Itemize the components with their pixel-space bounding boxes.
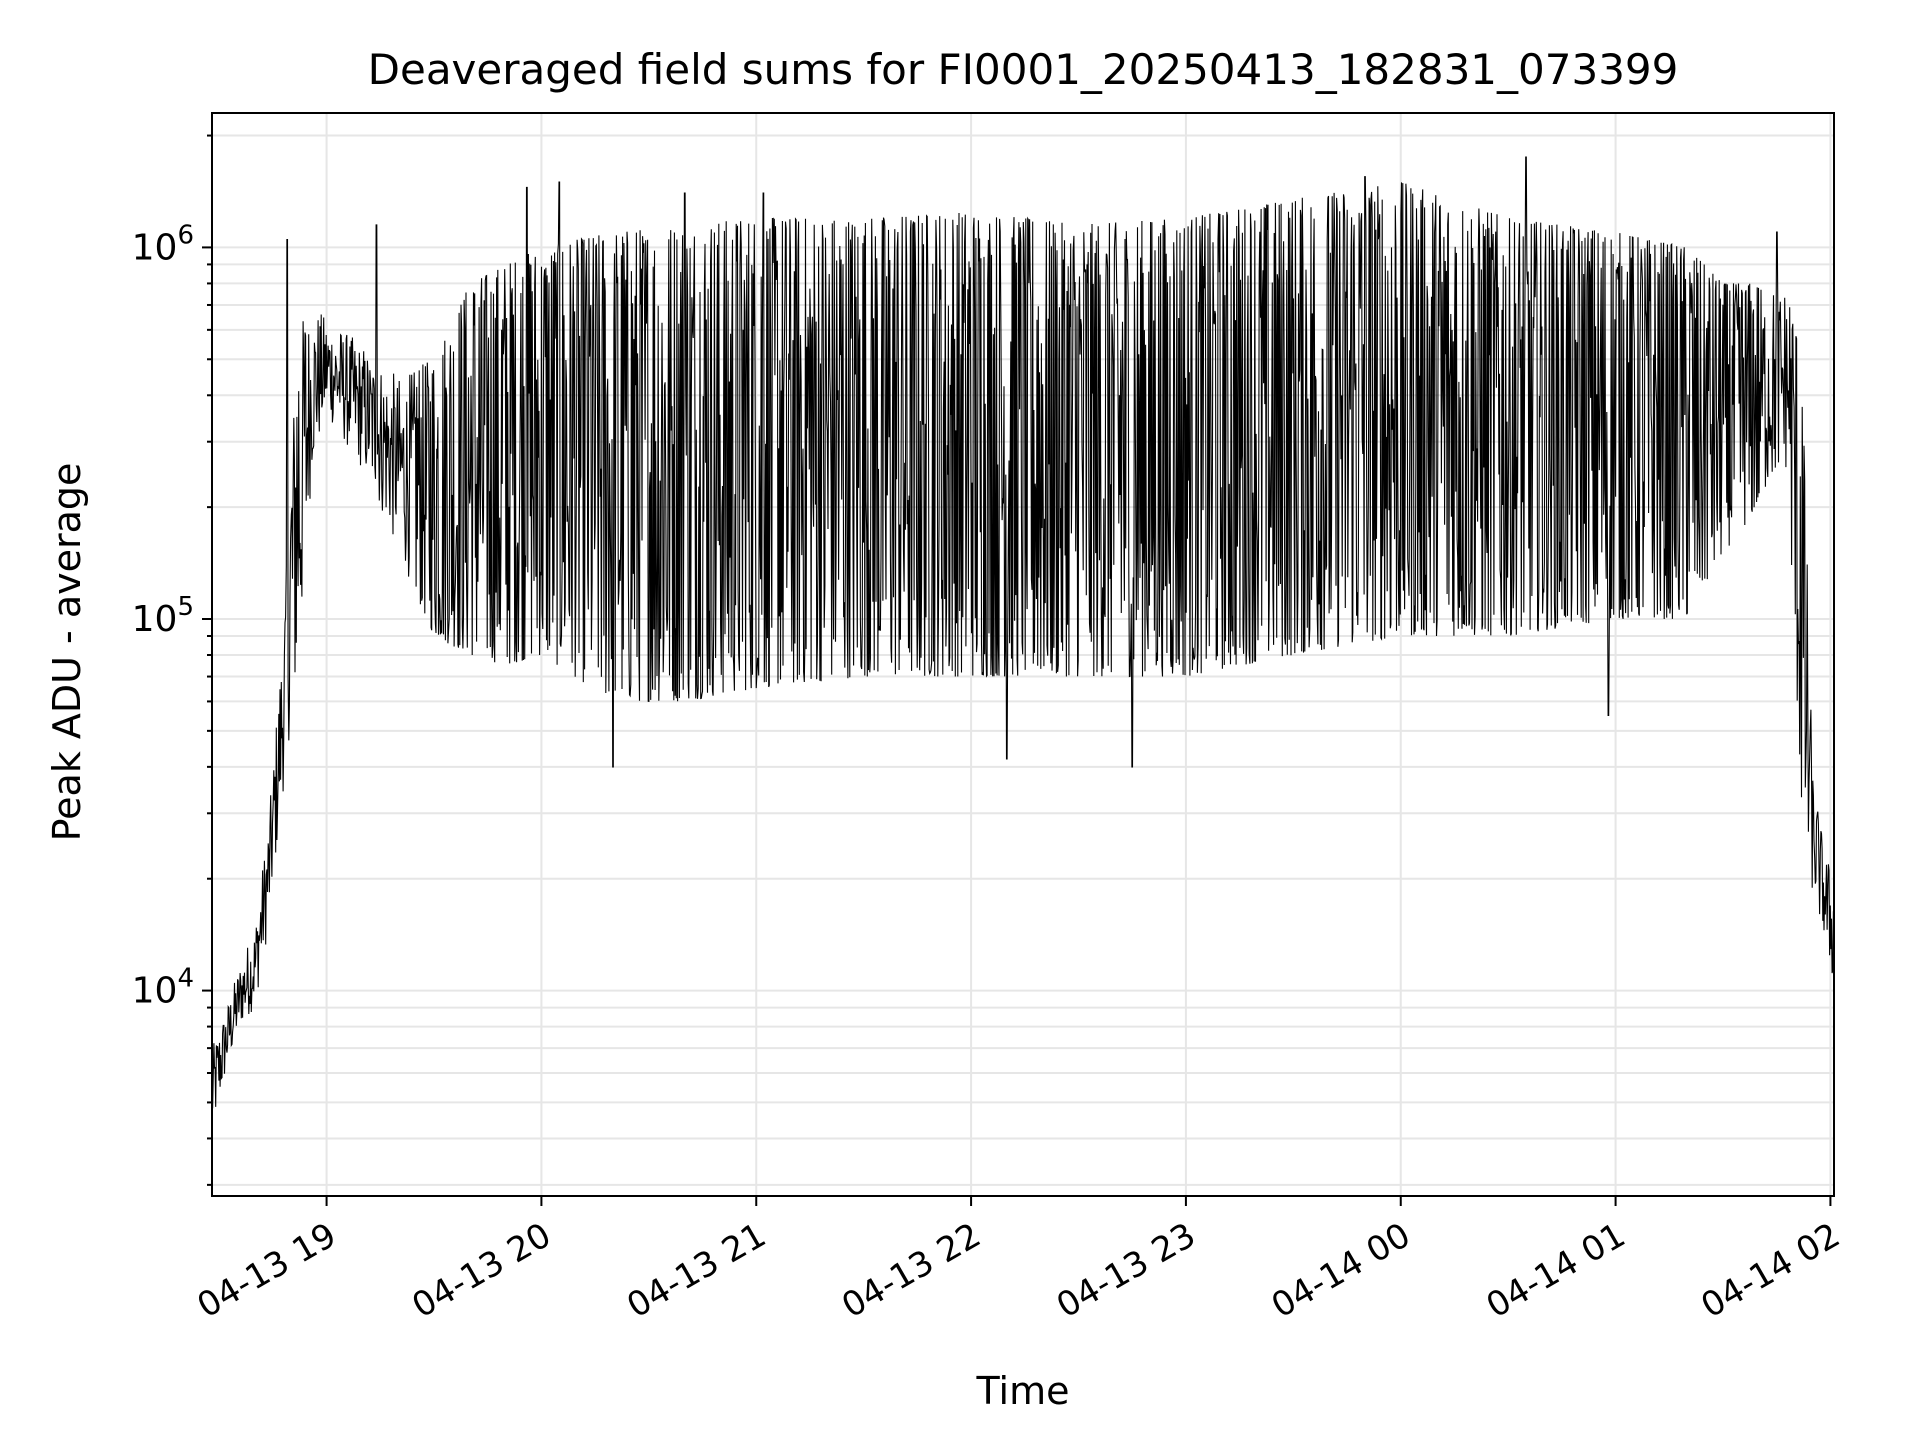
- series-line: [212, 156, 1834, 1109]
- x-axis-label: Time: [976, 1369, 1070, 1413]
- y-tick-label: 105: [132, 592, 194, 640]
- y-axis-label: Peak ADU - average: [45, 463, 89, 842]
- chart-title: Deaveraged field sums for FI0001_2025041…: [368, 45, 1679, 94]
- y-tick-label: 106: [132, 220, 194, 268]
- y-tick-label: 104: [132, 964, 194, 1012]
- data-layer: [212, 156, 1834, 1109]
- grid-layer: [212, 113, 1834, 1196]
